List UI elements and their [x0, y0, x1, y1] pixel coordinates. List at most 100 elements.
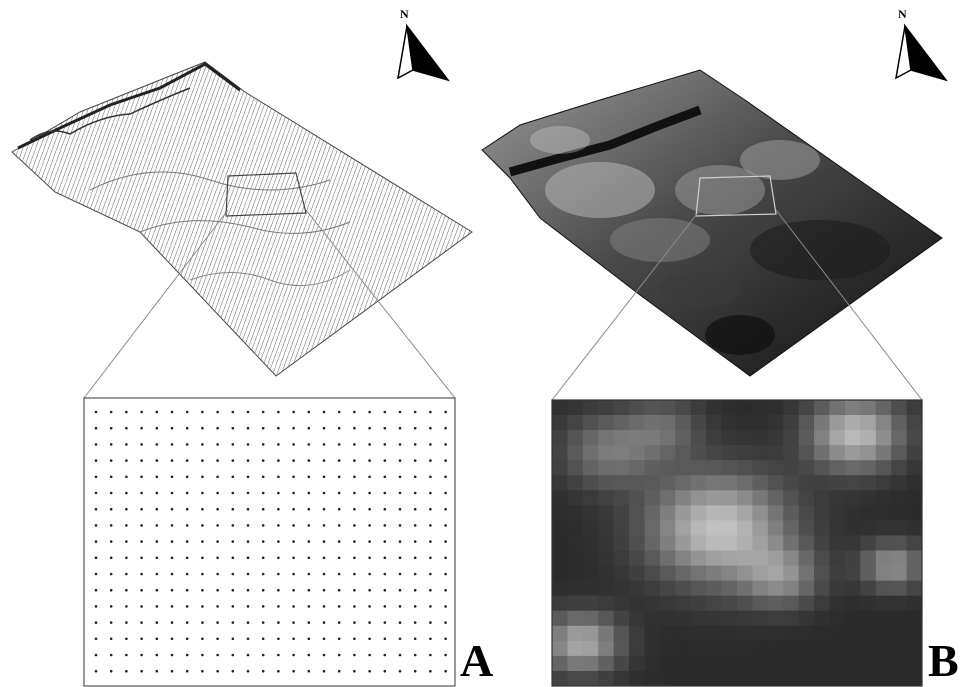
- raster-cell: [829, 460, 846, 476]
- grid-point: [337, 572, 341, 576]
- raster-cell: [613, 445, 630, 461]
- grid-point: [337, 491, 341, 495]
- raster-cell: [906, 640, 923, 657]
- raster-cell: [906, 430, 923, 446]
- grid-point: [368, 491, 371, 495]
- raster-cell: [659, 670, 676, 687]
- grid-point: [201, 443, 204, 446]
- grid-point: [94, 491, 98, 495]
- grid-point: [368, 588, 371, 592]
- grid-point: [216, 637, 219, 641]
- grid-point: [444, 540, 447, 543]
- grid-point: [201, 621, 204, 624]
- grid-point: [140, 540, 143, 543]
- raster-cell: [783, 580, 800, 597]
- raster-cell: [659, 595, 676, 612]
- raster-cell: [875, 445, 892, 461]
- raster-cell: [598, 415, 615, 431]
- grid-point: [185, 524, 189, 527]
- grid-point: [353, 524, 356, 527]
- grid-point: [216, 475, 219, 479]
- raster-cell: [690, 655, 707, 672]
- raster-cell: [860, 475, 877, 491]
- grid-point: [170, 653, 174, 657]
- raster-cell: [613, 580, 630, 597]
- raster-cell: [891, 655, 907, 672]
- raster-cell: [752, 550, 769, 566]
- raster-cell: [752, 580, 769, 597]
- grid-point: [429, 621, 432, 624]
- raster-cell: [891, 610, 907, 627]
- grid-point: [94, 540, 98, 543]
- grid-point: [140, 572, 143, 576]
- raster-cell: [783, 655, 800, 672]
- raster-cell: [737, 655, 753, 672]
- raster-cell: [690, 445, 707, 461]
- raster-cell: [829, 565, 846, 582]
- raster-cell: [567, 445, 584, 461]
- grid-point: [231, 637, 235, 641]
- grid-point: [353, 540, 356, 543]
- grid-point: [353, 426, 356, 430]
- grid-point: [307, 605, 311, 608]
- raster-cell: [737, 430, 753, 446]
- raster-cell: [737, 550, 753, 566]
- raster-cell: [675, 400, 692, 416]
- grid-point: [337, 459, 341, 462]
- raster-cell: [798, 505, 815, 521]
- raster-cell: [613, 670, 630, 687]
- grid-point: [322, 491, 326, 495]
- raster-cell: [875, 550, 892, 566]
- raster-cell: [875, 490, 892, 506]
- raster-cell: [737, 400, 753, 416]
- grid-point: [185, 410, 189, 414]
- grid-point: [185, 426, 189, 430]
- raster-cell: [752, 490, 769, 506]
- raster-cell: [752, 565, 769, 582]
- raster-cell: [582, 400, 599, 416]
- grid-point: [337, 621, 341, 624]
- grid-point: [201, 524, 204, 527]
- panel-a-wireframe-surface: [11, 61, 473, 377]
- grid-point: [246, 588, 250, 592]
- panel-a-label: A: [460, 635, 494, 686]
- raster-cell: [829, 475, 846, 491]
- raster-cell: [798, 655, 815, 672]
- raster-cell: [875, 640, 892, 657]
- raster-cell: [675, 505, 692, 521]
- grid-point: [413, 653, 417, 657]
- raster-cell: [860, 670, 877, 687]
- grid-point: [413, 605, 417, 608]
- raster-cell: [906, 400, 923, 416]
- raster-cell: [552, 670, 568, 687]
- grid-point: [125, 572, 128, 576]
- grid-point: [201, 588, 204, 592]
- grid-point: [353, 605, 356, 608]
- raster-cell: [706, 610, 722, 627]
- grid-point: [185, 621, 189, 624]
- raster-cell: [752, 670, 769, 687]
- raster-cell: [783, 415, 800, 431]
- grid-point: [337, 556, 341, 560]
- raster-cell: [598, 400, 615, 416]
- grid-point: [292, 637, 295, 641]
- raster-cell: [860, 505, 877, 521]
- raster-cell: [582, 475, 599, 491]
- raster-cell: [644, 610, 661, 627]
- grid-point: [109, 475, 113, 479]
- raster-cell: [552, 535, 568, 551]
- grid-point: [246, 475, 250, 479]
- grid-point: [246, 556, 250, 560]
- grid-point: [216, 507, 219, 511]
- grid-point: [155, 572, 159, 576]
- raster-cell: [891, 640, 907, 657]
- grid-point: [383, 653, 387, 657]
- raster-cell: [891, 625, 907, 642]
- grid-point: [368, 605, 371, 608]
- raster-cell: [690, 400, 707, 416]
- grid-point: [185, 475, 189, 479]
- grid-point: [216, 540, 219, 543]
- grid-point: [429, 588, 432, 592]
- grid-point: [231, 443, 235, 446]
- raster-cell: [582, 655, 599, 672]
